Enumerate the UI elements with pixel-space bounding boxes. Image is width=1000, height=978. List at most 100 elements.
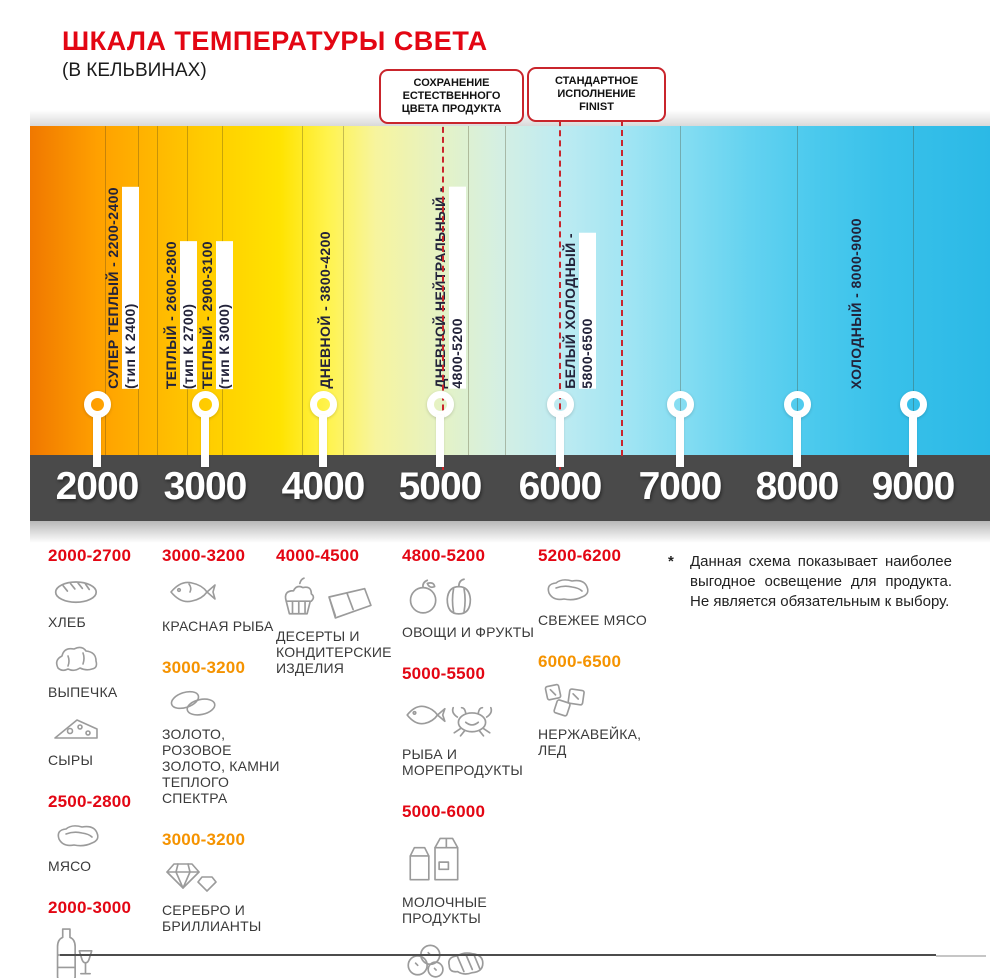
zone-divider-line (505, 126, 506, 455)
legend-column: 4000-4500 ДЕСЕРТЫ И КОНДИТЕРСКИЕ ИЗДЕЛИЯ (276, 546, 404, 700)
legend-item: АКОГОЛЬ (48, 926, 160, 978)
callout-line: FINIST (579, 101, 614, 113)
alcohol-icon (48, 926, 160, 978)
connector-dashed-line (621, 110, 623, 456)
zone-divider-line (343, 126, 344, 455)
legend-range-heading: 3000-3200 (162, 830, 246, 849)
zone-label-subtext: (тип К 2700) (180, 240, 197, 389)
footnote-text: Данная схема показывает наиболее выгодно… (690, 553, 952, 610)
legend-group: 3000-3200 СЕРЕБРО И БРИЛЛИАНТЫ (162, 830, 297, 934)
scale-tick: 7000 (638, 465, 723, 508)
legend-item: КРАСНАЯ РЫБА (162, 574, 297, 634)
pin-marker (191, 391, 219, 418)
bread-icon (48, 574, 160, 611)
ice-icon (538, 680, 666, 723)
legend-item-label: РЫБА И МОРЕПРОДУКТЫ (402, 746, 523, 778)
kelvin-gradient-band: СУПЕР ТЕПЛЫЙ - 2200-2400 (тип К 2400) ТЕПЛ… (30, 126, 990, 455)
callout-line: ЕСТЕСТВЕННОГО (402, 90, 501, 102)
zone-label-text: ТЕПЛЫЙ - 2600-2800 (163, 240, 179, 389)
zone-label: БЕЛЫЙ ХОЛОДНЫЙ -5800-6500 (562, 233, 596, 389)
zone-label-subtext: 4800-5200 (449, 187, 466, 389)
seafood-icon (402, 692, 557, 743)
zone-label-text: ДНЕВНОЙ - 3800-4200 (317, 231, 333, 389)
callout-natural-color-box: СОХРАНЕНИЕ ЕСТЕСТВЕННОГО ЦВЕТА ПРОДУКТА (379, 69, 524, 124)
pin-marker (783, 391, 811, 418)
legend-range-heading: 5200-6200 (538, 546, 622, 565)
pin-marker-stem (319, 415, 327, 467)
legend-item: ХЛЕБ (48, 574, 160, 630)
zone-label-text: ДНЕВНОЙ НЕЙТРАЛЬНЫЙ - (432, 187, 448, 389)
callout-line: ИСПОЛНЕНИЕ (557, 88, 636, 100)
scale-bar: 2000 3000 4000 5000 6000 7000 8000 9000 (30, 455, 990, 521)
legend-item: ЗОЛОТО, РОЗОВОЕ ЗОЛОТО, КАМНИ ТЕПЛОГО СП… (162, 686, 297, 806)
zone-label-subtext: (тип К 3000) (216, 240, 233, 389)
legend-range-heading: 4800-5200 (402, 546, 486, 565)
legend-group: 5000-5500 РЫБА И МОРЕПРОДУКТЫ (402, 664, 557, 778)
zone-label-subtext: (тип К 2400) (122, 187, 139, 389)
zone-label-text: СУПЕР ТЕПЛЫЙ - 2200-2400 (105, 187, 121, 389)
zone-label-text: БЕЛЫЙ ХОЛОДНЫЙ - (562, 233, 578, 389)
legend-item: НЕРЖАВЕЙКА, ЛЕД (538, 680, 666, 758)
scale-tick: 8000 (755, 465, 840, 508)
legend-item: ЗАМОРОЖЕННЫЕ ПОЛУФАБРИКАТЫ (402, 938, 557, 978)
legend-group: 6000-6500 НЕРЖАВЕЙКА, ЛЕД (538, 652, 666, 758)
legend-item-label: ДЕСЕРТЫ И КОНДИТЕРСКИЕ ИЗДЕЛИЯ (276, 628, 392, 676)
legend-item-label: ВЫПЕЧКА (48, 684, 118, 700)
steak-icon (538, 574, 666, 609)
legend-item-label: ХЛЕБ (48, 614, 86, 630)
callout-finist-standard-box: СТАНДАРТНОЕ ИСПОЛНЕНИЕ FINIST (527, 67, 666, 122)
pin-marker-stem (436, 415, 444, 467)
page-subtitle: (В КЕЛЬВИНАХ) (62, 60, 207, 81)
pin-marker (83, 391, 111, 418)
legend-item: РЫБА И МОРЕПРОДУКТЫ (402, 692, 557, 778)
fish-icon (162, 574, 297, 615)
zone-label: ТЕПЛЫЙ - 2900-3100 (тип К 3000) (199, 240, 233, 389)
cheese-icon (48, 712, 160, 749)
legend-item-label: МОЛОЧНЫЕ ПРОДУКТЫ (402, 894, 487, 926)
zone-label: ДНЕВНОЙ НЕЙТРАЛЬНЫЙ -4800-5200 (432, 187, 466, 389)
scale-tick: 3000 (163, 465, 248, 508)
scale-tick: 5000 (398, 465, 483, 508)
legend-group: 3000-3200 КРАСНАЯ РЫБА (162, 546, 297, 634)
legend-group: 2000-3000 АКОГОЛЬ (48, 898, 160, 978)
legend-item-label: ЗОЛОТО, РОЗОВОЕ ЗОЛОТО, КАМНИ ТЕПЛОГО СП… (162, 726, 280, 806)
legend-group: 5200-6200 СВЕЖЕЕ МЯСО (538, 546, 666, 628)
rings-icon (162, 686, 297, 723)
legend-group: 2500-2800 МЯСО (48, 792, 160, 874)
footnote-asterisk: * (668, 553, 674, 570)
legend-item-label: МЯСО (48, 858, 92, 874)
zone-divider-line (680, 126, 681, 455)
pin-marker-stem (201, 415, 209, 467)
zone-divider-line (302, 126, 303, 455)
zone-label: СУПЕР ТЕПЛЫЙ - 2200-2400 (тип К 2400) (105, 187, 139, 389)
legend-item: МОЛОЧНЫЕ ПРОДУКТЫ (402, 830, 557, 926)
pin-marker-stem (793, 415, 801, 467)
callout-line: СОХРАНЕНИЕ (413, 77, 490, 89)
diamond-icon (162, 858, 297, 899)
legend-range-heading: 2000-2700 (48, 546, 132, 565)
dessert-icon (276, 574, 404, 625)
zone-divider-line (105, 126, 106, 455)
connector-dashed-line (559, 110, 561, 470)
dairy-icon (402, 830, 557, 891)
zone-label-text: ТЕПЛЫЙ - 2900-3100 (199, 240, 215, 389)
bottom-rule-dark (60, 954, 936, 956)
pin-marker (309, 391, 337, 418)
legend-group: 4800-5200 ОВОЩИ И ФРУКТЫ (402, 546, 557, 640)
legend-item-label: СВЕЖЕЕ МЯСО (538, 612, 647, 628)
scale-tick: 2000 (55, 465, 140, 508)
legend-item: ОВОЩИ И ФРУКТЫ (402, 574, 557, 640)
pin-marker (426, 391, 454, 418)
legend-item: МЯСО (48, 820, 160, 874)
callout-line: ЦВЕТА ПРОДУКТА (401, 103, 502, 115)
zone-divider-line (913, 126, 914, 455)
steak-icon (48, 820, 160, 855)
legend-range-heading: 3000-3200 (162, 658, 246, 677)
legend-range-heading: 3000-3200 (162, 546, 246, 565)
legend-group: 3000-3200 ЗОЛОТО, РОЗОВОЕ ЗОЛОТО, КАМНИ Т… (162, 658, 297, 806)
scale-tick: 9000 (871, 465, 956, 508)
scale-tick: 6000 (518, 465, 603, 508)
page-title: ШКАЛА ТЕМПЕРАТУРЫ СВЕТА (62, 26, 488, 56)
legend-range-heading: 2000-3000 (48, 898, 132, 917)
